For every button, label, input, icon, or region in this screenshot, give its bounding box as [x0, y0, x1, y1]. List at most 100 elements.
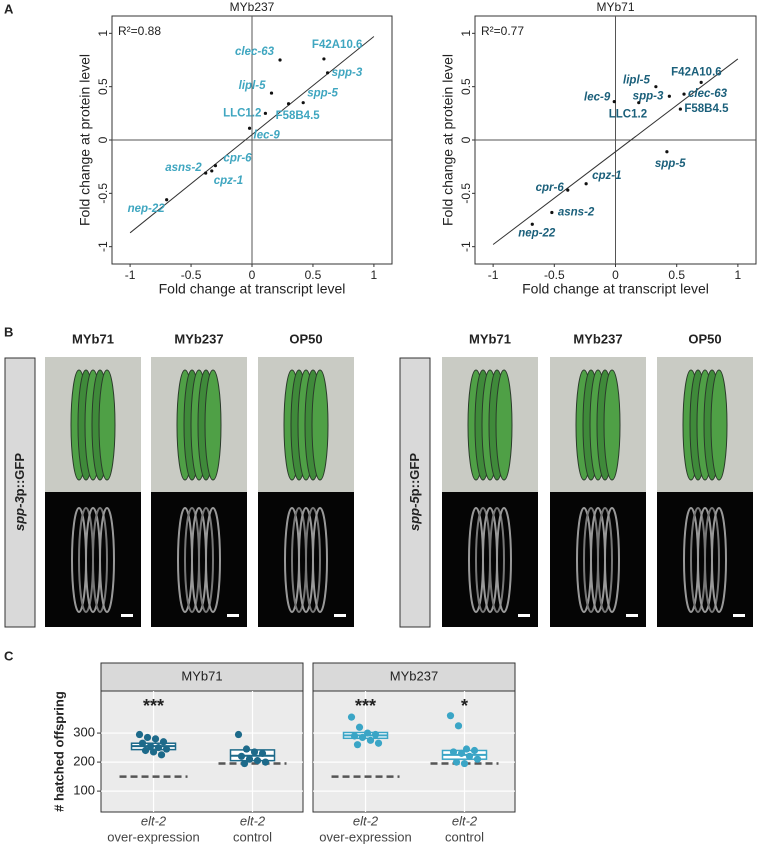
y-axis-label: # hatched offspring [51, 691, 66, 812]
scale-bar [626, 614, 638, 617]
y-tick-label: -1 [96, 241, 110, 252]
point-label: F58B4.5 [684, 103, 729, 115]
point-label: spp-5 [655, 158, 686, 170]
point-label: LLC1.2 [609, 109, 647, 121]
r-squared: R²=0.88 [118, 24, 161, 38]
data-point [446, 712, 455, 720]
data-point [465, 752, 474, 760]
facet-strip [100, 662, 304, 692]
data-point [371, 730, 380, 739]
point-label: lipl-5 [239, 80, 266, 92]
panel-label: B [4, 324, 13, 339]
data-point [234, 730, 243, 739]
embryo-brightfield [603, 369, 621, 481]
x-tick-label: over-expression [319, 829, 412, 844]
embryo-gfp [604, 507, 620, 613]
point-label: cpr-6 [536, 182, 565, 194]
data-point [151, 735, 160, 743]
y-tick-label: 1 [96, 30, 110, 37]
panel-label: A [4, 1, 14, 16]
point [699, 80, 703, 84]
point-label: nep-22 [128, 203, 166, 215]
data-point [374, 739, 383, 747]
chart-title: MYb71 [596, 0, 634, 14]
data-point [347, 713, 356, 721]
y-axis-label: Fold change at protein level [77, 54, 93, 226]
x-tick-label: 0 [612, 268, 619, 282]
data-point [162, 745, 171, 753]
x-tick-gene: elt-2 [353, 813, 379, 828]
data-point [240, 759, 249, 768]
data-point [449, 748, 458, 756]
data-point [135, 730, 144, 739]
y-tick-label: 300 [73, 725, 95, 740]
data-point [457, 749, 466, 757]
data-point [366, 736, 375, 744]
embryo-gfp [597, 507, 613, 613]
data-point [250, 748, 259, 756]
x-tick-label: 0 [249, 268, 256, 282]
point-label: nep-22 [518, 227, 556, 239]
significance-label: *** [143, 696, 164, 716]
x-tick-gene: elt-2 [452, 813, 478, 828]
point [678, 107, 682, 111]
data-point [353, 741, 362, 749]
embryo-brightfield [495, 369, 513, 481]
point [566, 188, 570, 192]
point [667, 94, 671, 98]
fit-line [492, 58, 739, 245]
fit-line [129, 36, 375, 234]
data-point [460, 759, 469, 768]
point-label: asns-2 [558, 207, 595, 219]
column-header: OP50 [289, 331, 322, 346]
x-tick-label: over-expression [107, 829, 200, 844]
x-tick-label: -0.5 [544, 268, 565, 282]
scale-bar [733, 614, 745, 617]
x-tick-label: 1 [371, 268, 378, 282]
y-tick-label: 0.5 [96, 78, 110, 95]
x-axis-label: Fold change at transcript level [522, 281, 709, 297]
point-label: asns-2 [165, 162, 202, 174]
x-tick-label: control [233, 829, 272, 844]
point-label: cpr-6 [223, 153, 252, 165]
data-point [355, 723, 364, 731]
y-tick-label: 200 [73, 754, 95, 769]
panel-label: C [4, 648, 14, 663]
data-point [143, 733, 152, 742]
data-point [138, 739, 147, 747]
data-point [454, 722, 463, 730]
y-tick-label: 0 [459, 136, 473, 143]
point-label: LLC1.2 [223, 107, 261, 119]
point-label: clec-63 [688, 88, 728, 100]
point [665, 150, 669, 154]
embryo-gfp [704, 507, 720, 613]
point-label: F42A10.6 [671, 66, 722, 78]
embryo-gfp [198, 507, 214, 613]
data-point [245, 755, 254, 763]
data-point [146, 742, 155, 750]
data-point [159, 738, 168, 746]
x-tick-label: 1 [735, 268, 742, 282]
reporter-label: spp-5p::GFP [407, 453, 422, 531]
y-tick-label: 1 [459, 30, 473, 37]
embryo-gfp [99, 507, 115, 613]
point [204, 171, 208, 175]
chart-title: MYb237 [230, 0, 275, 14]
reporter-suffix: p::GFP [12, 453, 27, 497]
point [682, 92, 686, 96]
gene-name: spp-5 [407, 496, 422, 531]
point [263, 111, 268, 115]
point-label: clec-63 [235, 46, 275, 58]
x-tick-label: 0.5 [305, 268, 322, 282]
column-header: MYb71 [469, 331, 511, 346]
data-point [242, 745, 251, 753]
x-tick-label: -1 [488, 268, 499, 282]
column-header: MYb237 [174, 331, 223, 346]
y-tick-label: 0 [96, 136, 110, 143]
data-point [253, 757, 262, 765]
point [278, 58, 282, 62]
embryo-brightfield [204, 369, 222, 481]
data-point [350, 732, 359, 740]
data-point [149, 748, 158, 756]
